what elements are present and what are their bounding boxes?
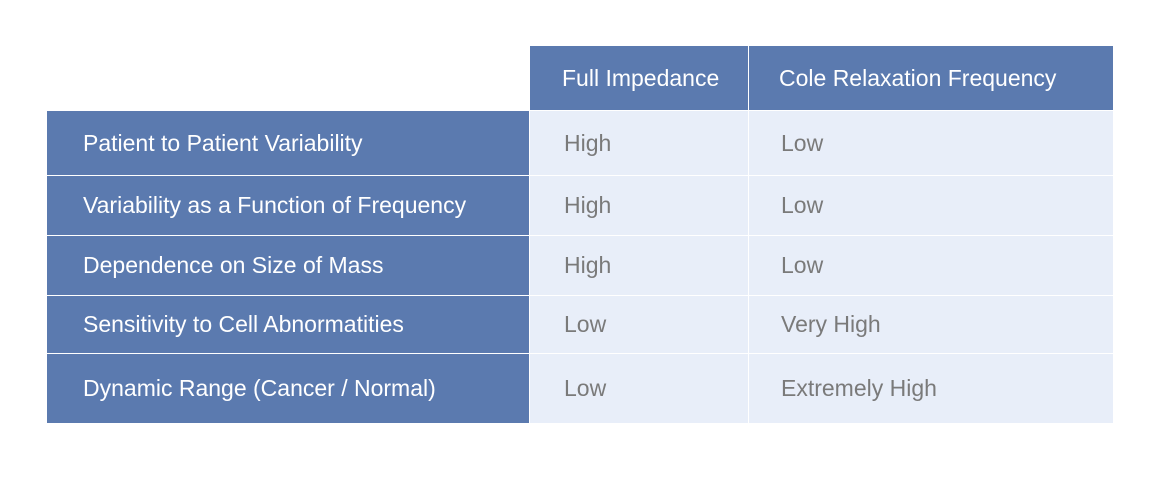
- cell-full-impedance: High: [530, 111, 748, 175]
- cell-cole-relaxation-frequency: Extremely High: [749, 354, 1113, 423]
- row-header: Variability as a Function of Frequency: [47, 176, 529, 235]
- row-header: Dynamic Range (Cancer / Normal): [47, 354, 529, 423]
- row-header: Patient to Patient Variability: [47, 111, 529, 175]
- column-header-cole-relaxation-frequency: Cole Relaxation Frequency: [749, 46, 1113, 110]
- column-header-full-impedance: Full Impedance: [530, 46, 748, 110]
- cell-full-impedance: High: [530, 176, 748, 235]
- cell-cole-relaxation-frequency: Low: [749, 111, 1113, 175]
- row-header: Sensitivity to Cell Abnormatities: [47, 296, 529, 353]
- cell-full-impedance: Low: [530, 354, 748, 423]
- cell-cole-relaxation-frequency: Very High: [749, 296, 1113, 353]
- cell-full-impedance: Low: [530, 296, 748, 353]
- row-header: Dependence on Size of Mass: [47, 236, 529, 295]
- cell-cole-relaxation-frequency: Low: [749, 236, 1113, 295]
- cell-full-impedance: High: [530, 236, 748, 295]
- cell-cole-relaxation-frequency: Low: [749, 176, 1113, 235]
